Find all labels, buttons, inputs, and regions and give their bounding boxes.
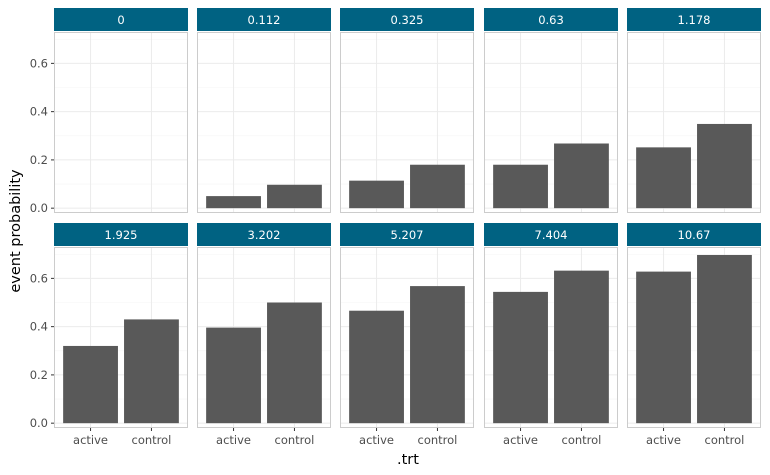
facet-strip-label: 3.202 xyxy=(248,228,281,242)
facet-strip xyxy=(484,223,618,246)
bar-active xyxy=(349,310,404,424)
facet-strip xyxy=(627,8,761,31)
bar-control xyxy=(124,319,179,424)
bar-control xyxy=(697,254,752,424)
facet-strip-label: 0 xyxy=(117,13,124,27)
panel-border xyxy=(340,247,474,428)
facet-strip-label: 1.178 xyxy=(678,13,711,27)
x-tick-label: control xyxy=(275,433,315,447)
panel-border xyxy=(197,32,331,213)
bar-active xyxy=(636,147,691,209)
panel-border xyxy=(627,32,761,213)
facet-panels: 0 0.0 0.2 0.4 0.6 0.112 0.325 0.63 1.178 1.925 0.0… xyxy=(30,8,761,447)
x-axis-title: .trt xyxy=(397,452,419,468)
bar-control xyxy=(267,184,322,209)
bar-control xyxy=(410,286,465,424)
facet-strip-label: 7.404 xyxy=(535,228,568,242)
y-tick-label: 0.6 xyxy=(30,271,48,285)
bar-active xyxy=(636,271,691,424)
panel-border xyxy=(197,247,331,428)
x-tick-label: control xyxy=(132,433,172,447)
y-tick-label: 0.2 xyxy=(30,153,48,167)
bar-active xyxy=(206,327,261,424)
panel-border xyxy=(484,32,618,213)
bar-active xyxy=(493,291,548,424)
panel-border xyxy=(54,247,188,428)
y-tick-label: 0.0 xyxy=(30,201,48,215)
panel-background xyxy=(54,32,188,213)
panel-background xyxy=(197,32,331,213)
facet-strip xyxy=(340,223,474,246)
panel-border xyxy=(340,32,474,213)
facet-strip-label: 0.63 xyxy=(538,13,564,27)
y-axis-title: event probability xyxy=(8,169,24,293)
x-tick-label: active xyxy=(73,433,108,447)
x-tick-label: active xyxy=(216,433,251,447)
panel-border xyxy=(54,32,188,213)
facet-strip xyxy=(197,8,331,31)
y-tick-label: 0.6 xyxy=(30,56,48,70)
y-tick-label: 0.2 xyxy=(30,368,48,382)
bar-active xyxy=(493,164,548,209)
facet-strip xyxy=(484,8,618,31)
y-tick-label: 0.4 xyxy=(30,105,48,119)
facet-strip-label: 10.67 xyxy=(678,228,711,242)
x-tick-label: control xyxy=(418,433,458,447)
bar-control xyxy=(554,270,609,424)
bar-control xyxy=(554,143,609,209)
bar-control xyxy=(697,123,752,209)
facet-strip xyxy=(627,223,761,246)
facet-strip xyxy=(54,8,188,31)
x-tick-label: control xyxy=(562,433,602,447)
y-tick-label: 0.0 xyxy=(30,416,48,430)
facet-strip-label: 1.925 xyxy=(105,228,138,242)
panel-border xyxy=(627,247,761,428)
facet-strip-label: 0.112 xyxy=(248,13,281,27)
bar-active xyxy=(349,180,404,209)
facet-strip xyxy=(340,8,474,31)
panel-border xyxy=(484,247,618,428)
bar-active xyxy=(206,196,261,209)
facet-strip xyxy=(54,223,188,246)
x-tick-label: control xyxy=(705,433,745,447)
facet-strip xyxy=(197,223,331,246)
x-tick-label: active xyxy=(646,433,681,447)
y-tick-label: 0.4 xyxy=(30,320,48,334)
facet-strip-label: 0.325 xyxy=(391,13,424,27)
bar-control xyxy=(267,302,322,424)
bar-active xyxy=(63,345,118,424)
x-tick-label: active xyxy=(359,433,394,447)
x-tick-label: active xyxy=(503,433,538,447)
bar-control xyxy=(410,164,465,209)
facet-strip-label: 5.207 xyxy=(391,228,424,242)
